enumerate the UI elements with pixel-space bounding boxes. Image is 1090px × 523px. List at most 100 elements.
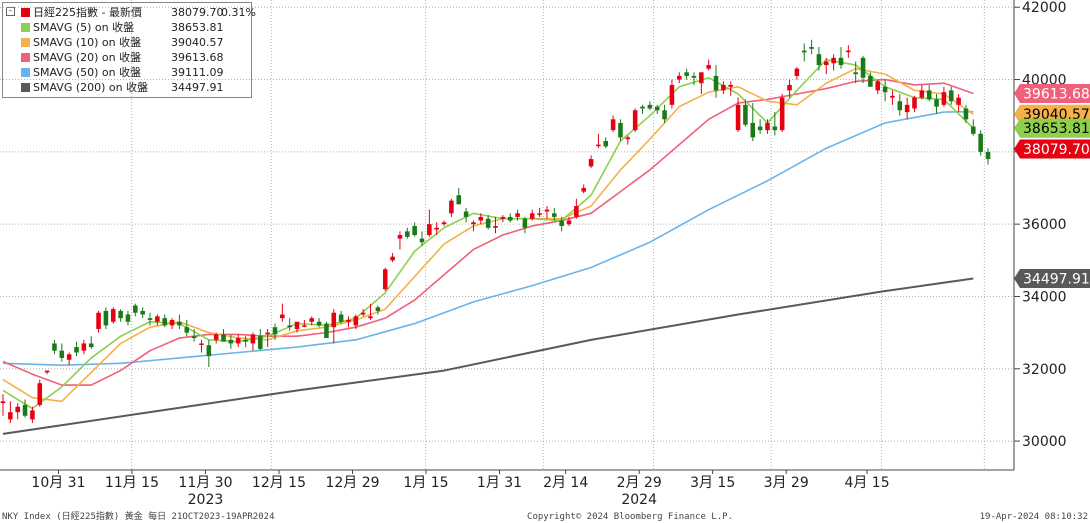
candle-body <box>522 218 528 228</box>
candle-body <box>375 307 381 311</box>
legend-row-sma10: SMAVG (10) on 收盤 39040.57 <box>3 35 251 50</box>
x-tick-label: 10月 31 <box>31 475 85 491</box>
candle-body <box>59 350 65 358</box>
y-tick-label: 42000 <box>1022 0 1067 16</box>
candle-body <box>669 84 675 105</box>
candle-body <box>647 104 653 109</box>
candle-body <box>618 122 623 138</box>
candle-body <box>610 119 616 131</box>
legend-swatch <box>21 23 30 32</box>
candle-body <box>419 238 425 243</box>
candle-body <box>757 126 763 131</box>
candle-body <box>449 200 454 214</box>
candle-body <box>890 95 895 98</box>
legend-swatch <box>21 53 30 62</box>
candle-body <box>66 354 72 360</box>
sma20-line <box>2 78 974 386</box>
x-tick-label: 1月 15 <box>403 475 448 491</box>
candle-body <box>860 57 866 78</box>
chart-legend: - 日經225指數 - 最新價 38079.70 0.31% SMAVG (5)… <box>2 2 256 98</box>
candle-body <box>257 336 263 349</box>
candle-body <box>699 72 704 84</box>
candle-body <box>81 343 87 351</box>
x-tick-label: 12月 29 <box>325 475 379 491</box>
candle-body <box>596 144 601 147</box>
candle-body <box>177 321 182 326</box>
legend-series-value: 38653.81 <box>171 21 224 34</box>
candle-body <box>948 90 954 102</box>
candle-body <box>552 213 557 217</box>
legend-collapse-toggle[interactable]: - <box>6 7 15 16</box>
candle-body <box>103 310 109 326</box>
sma200-line <box>2 277 974 435</box>
legend-series-change: 0.31% <box>221 6 256 19</box>
x-year-label: 2023 <box>188 492 224 508</box>
legend-series-name: SMAVG (200) on 收盤 <box>33 81 149 94</box>
candle-body <box>184 327 190 333</box>
price-label-background <box>1014 84 1090 104</box>
sma50-line-group <box>2 110 974 366</box>
candle-body <box>926 90 932 100</box>
x-tick-label: 1月 31 <box>477 475 522 491</box>
legend-row-sma5: SMAVG (5) on 收盤 38653.81 <box>3 20 251 35</box>
legend-row-sma50: SMAVG (50) on 收盤 39111.09 <box>3 65 251 80</box>
y-tick-label: 34000 <box>1022 289 1067 305</box>
candle-body <box>206 345 212 357</box>
legend-series-name: SMAVG (10) on 收盤 <box>33 36 142 49</box>
sma5-line-group <box>2 58 974 410</box>
candle-body <box>625 137 631 140</box>
candle-body <box>588 159 594 167</box>
legend-row-sma200: SMAVG (200) on 收盤 34497.91 <box>3 80 251 95</box>
candle-body <box>110 309 116 322</box>
candle-body <box>971 126 976 134</box>
candles-group <box>0 39 991 423</box>
price-label-tag: 34497.91 <box>1014 268 1090 288</box>
candle-body <box>44 370 50 373</box>
y-tick-label: 36000 <box>1022 217 1067 233</box>
candle-body <box>559 220 564 226</box>
candle-body <box>743 104 748 125</box>
candle-body <box>500 216 506 219</box>
candle-body <box>265 332 270 335</box>
candle-body <box>713 75 719 91</box>
legend-row-sma20: SMAVG (20) on 收盤 39613.68 <box>3 50 251 65</box>
price-label-value: 34497.91 <box>1023 271 1090 287</box>
price-label-value: 39613.68 <box>1023 87 1090 103</box>
candle-body <box>485 218 491 228</box>
candle-body <box>654 106 660 111</box>
candle-body <box>434 227 439 230</box>
candle-body <box>515 213 520 217</box>
candle-body <box>140 310 145 315</box>
candle-body <box>824 61 829 66</box>
sma20-line-group <box>2 78 974 386</box>
candle-body <box>8 412 13 420</box>
legend-row-price: 日經225指數 - 最新價 38079.70 0.31% <box>3 5 256 20</box>
candle-body <box>338 314 344 322</box>
candle-body <box>735 104 741 131</box>
candle-body <box>978 133 983 152</box>
candle-body <box>316 321 322 326</box>
candle-body <box>912 97 917 109</box>
y-axis: 30000320003400036000380004000042000 <box>1014 0 1067 450</box>
candle-body <box>368 316 373 319</box>
candle-body <box>74 347 79 353</box>
legend-series-name: 日經225指數 - 最新價 <box>33 6 142 19</box>
legend-series-value: 34497.91 <box>171 81 224 94</box>
candle-body <box>235 338 241 344</box>
candle-body <box>96 312 101 329</box>
x-tick-label: 2月 14 <box>543 475 588 491</box>
legend-swatch <box>21 8 30 17</box>
candle-body <box>169 319 175 326</box>
x-tick-label: 12月 15 <box>252 475 306 491</box>
candle-body <box>155 316 160 322</box>
price-label-background <box>1014 139 1090 159</box>
candle-body <box>287 325 292 328</box>
candle-body <box>537 213 542 215</box>
candle-body <box>22 404 28 416</box>
candle-body <box>302 325 307 327</box>
x-tick-label: 3月 15 <box>690 475 735 491</box>
candle-body <box>162 318 167 326</box>
legend-series-value: 39613.68 <box>171 51 224 64</box>
candle-body <box>0 401 6 404</box>
legend-series-name: SMAVG (20) on 收盤 <box>33 51 142 64</box>
